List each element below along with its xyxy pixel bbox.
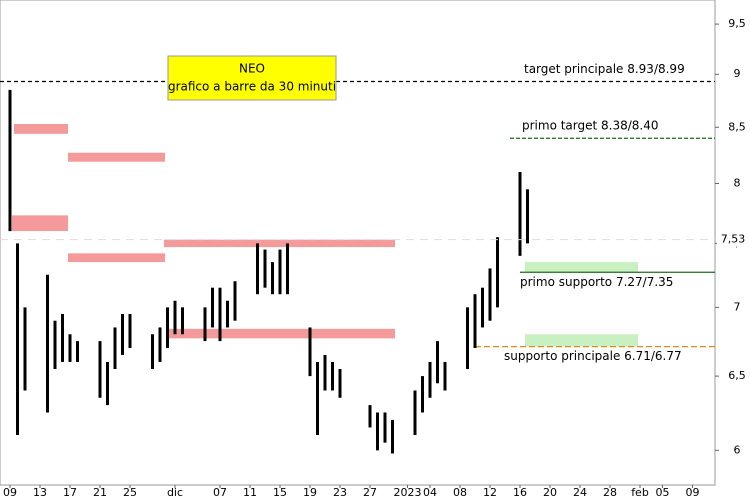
x-tick-label: 19 (303, 486, 317, 499)
x-tick-label: 28 (603, 486, 617, 499)
price-zone (525, 334, 638, 347)
x-tick-label: dic (167, 486, 183, 499)
level-label: primo supporto 7.27/7.35 (520, 275, 673, 289)
x-tick-label: 25 (123, 486, 137, 499)
level-label: supporto principale 6.71/6.77 (504, 349, 682, 363)
x-tick-label: 15 (273, 486, 287, 499)
x-tick-label: 27 (363, 486, 377, 499)
y-tick-label: 9,5 (728, 17, 746, 30)
price-zone (68, 253, 165, 263)
chart-title: NEO (239, 62, 265, 76)
x-tick-label: 21 (93, 486, 107, 499)
last-price-box (717, 232, 749, 247)
last-price-label: 7,53 (721, 233, 746, 246)
price-zone (14, 123, 68, 134)
x-tick-label: feb (631, 486, 649, 499)
x-tick-label: 20 (543, 486, 557, 499)
chart-subtitle: grafico a barre da 30 minuti (168, 80, 336, 94)
price-zone (12, 215, 68, 232)
x-tick-label: 05 (656, 486, 670, 499)
x-tick-label: 08 (453, 486, 467, 499)
price-zone (164, 239, 395, 248)
x-tick-label: 12 (483, 486, 497, 499)
x-tick-label: 07 (213, 486, 227, 499)
x-tick-label: 24 (573, 486, 587, 499)
x-tick-label: 16 (513, 486, 527, 499)
x-tick-label: 09 (686, 486, 700, 499)
y-tick-label: 9 (734, 67, 741, 80)
x-tick-label: 17 (63, 486, 77, 499)
y-tick-label: 7 (734, 300, 741, 313)
price-zone (168, 328, 395, 339)
y-tick-label: 8 (734, 177, 741, 190)
y-tick-label: 6 (734, 443, 741, 456)
title-box (167, 55, 337, 101)
x-tick-label: 11 (243, 486, 257, 499)
y-tick-label: 8,5 (728, 120, 746, 133)
price-zone (525, 262, 638, 273)
level-label: target principale 8.93/8.99 (524, 62, 685, 76)
x-tick-label: 13 (33, 486, 47, 499)
y-tick-label: 6,5 (728, 369, 746, 382)
x-tick-label: 23 (333, 486, 347, 499)
price-zone (68, 152, 165, 162)
x-tick-label: 2023 (394, 486, 422, 499)
x-tick-label: 04 (423, 486, 437, 499)
x-tick-label: 09 (3, 486, 17, 499)
level-label: primo target 8.38/8.40 (522, 119, 659, 133)
